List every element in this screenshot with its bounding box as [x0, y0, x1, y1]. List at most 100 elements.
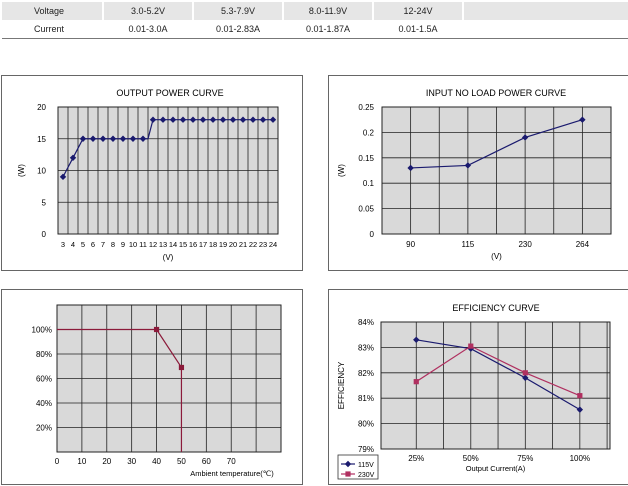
data-point [579, 116, 586, 123]
x-tick-label: 9 [121, 240, 125, 249]
data-point [468, 343, 474, 349]
data-point [249, 116, 257, 123]
series-line [416, 339, 581, 411]
spec-value: 8.0-11.9V [283, 2, 374, 20]
data-point [521, 134, 529, 141]
data-point [199, 116, 207, 123]
spec-value: 5.3-7.9V [193, 2, 284, 20]
y-tick-label: 80% [36, 350, 52, 359]
data-point [344, 460, 352, 468]
spec-row-voltage: Voltage 3.0-5.2V 5.3-7.9V 8.0-11.9V 12-2… [2, 2, 628, 20]
x-tick-label: 5 [81, 240, 85, 249]
series-line [410, 119, 583, 169]
series-line [415, 345, 581, 397]
data-point [522, 370, 528, 376]
data-point [407, 164, 414, 172]
x-tick-label: 90 [406, 240, 415, 249]
input-no-load-panel: INPUT NO LOAD POWER CURVE 0 0.05 0.1 0.15 0.2… [328, 75, 628, 271]
x-axis-label: Output Current(A) [466, 464, 526, 473]
output-power-panel: OUTPUT POWER CURVE 0 5 10 15 20 3 4 5 6 7 8 9 10 11 12 1… [1, 75, 303, 271]
y-tick-label: 15 [37, 135, 46, 144]
x-tick-label: 18 [209, 240, 217, 249]
y-tick-label: 83% [358, 343, 374, 352]
y-tick-label: 79% [358, 445, 374, 454]
spec-label: Current [2, 20, 103, 39]
y-tick-label: 0.05 [358, 205, 374, 214]
data-point [178, 364, 185, 371]
x-tick-label: 10 [77, 457, 86, 466]
spec-row-current: Current 0.01-3.0A 0.01-2.83A 0.01-1.87A … [2, 20, 628, 39]
spec-value: 0.01-1.87A [283, 20, 373, 39]
x-tick-label: 17 [199, 240, 207, 249]
y-tick-label: 0.15 [358, 154, 374, 163]
data-point [153, 326, 160, 333]
legend-box [337, 454, 379, 480]
input-no-load-chart: INPUT NO LOAD POWER CURVE 0 0.05 0.1 0.15 0.2… [337, 88, 612, 261]
y-tick-label: 20 [37, 103, 46, 112]
y-tick-label: 100% [32, 326, 52, 335]
x-tick-label: 24 [269, 240, 277, 249]
y-axis-label: (W) [17, 164, 26, 177]
chart-title: EFFICIENCY CURVE [452, 303, 539, 313]
data-point [169, 116, 177, 123]
y-tick-label: 10 [37, 167, 46, 176]
y-tick-label: 81% [358, 394, 374, 403]
x-tick-label: 100% [570, 454, 590, 463]
x-tick-label: 25% [408, 454, 424, 463]
data-point [413, 336, 420, 343]
data-point [209, 116, 217, 123]
x-tick-label: 70 [227, 457, 236, 466]
spec-value: 0.01-2.83A [193, 20, 283, 39]
legend-label: 230V [358, 472, 375, 479]
x-tick-label: 13 [159, 240, 167, 249]
y-tick-label: 5 [42, 198, 47, 207]
x-tick-label: 19 [219, 240, 227, 249]
data-point [179, 116, 187, 123]
data-point [149, 116, 157, 123]
efficiency-panel: EFFICIENCY CURVE 79% 80% 81% 82% 83% 84% 25% 50%… [328, 289, 628, 485]
data-point [129, 135, 137, 142]
x-tick-label: 50% [463, 454, 479, 463]
x-tick-label: 8 [111, 240, 115, 249]
spec-value: 0.01-1.5A [373, 20, 463, 39]
y-tick-label: 40% [36, 399, 52, 408]
x-tick-label: 230 [518, 240, 532, 249]
x-tick-label: 14 [169, 240, 177, 249]
derating-panel: 20% 40% 60% 80% 100% 0 10 20 30 40 50 60 70 Ambient t… [1, 289, 303, 485]
x-tick-label: 3 [61, 240, 65, 249]
spec-value: 0.01-3.0A [103, 20, 193, 39]
x-tick-label: 10 [129, 240, 137, 249]
y-tick-label: 20% [36, 424, 52, 433]
y-tick-label: 0.1 [363, 179, 375, 188]
x-axis-label: (V) [163, 253, 174, 262]
spec-empty-cell [463, 20, 628, 39]
efficiency-chart: EFFICIENCY CURVE 79% 80% 81% 82% 83% 84% 25% 50%… [337, 303, 611, 480]
data-point [464, 162, 472, 169]
x-axis-label: (V) [491, 252, 502, 261]
data-point [229, 116, 237, 123]
y-tick-label: 0 [370, 230, 375, 239]
data-point [413, 379, 419, 385]
y-tick-label: 0.2 [363, 128, 375, 137]
y-tick-label: 82% [358, 369, 374, 378]
x-tick-label: 50 [177, 457, 186, 466]
y-tick-label: 60% [36, 375, 52, 384]
data-point [239, 116, 247, 123]
x-tick-label: 0 [55, 457, 60, 466]
chart-title: INPUT NO LOAD POWER CURVE [426, 88, 566, 98]
series-line [57, 328, 183, 452]
y-axis-label: EFFICIENCY [337, 361, 346, 409]
x-tick-label: 15 [179, 240, 187, 249]
data-point [259, 116, 267, 123]
x-tick-label: 11 [139, 240, 147, 249]
plot-area [380, 321, 611, 450]
x-tick-label: 7 [101, 240, 105, 249]
y-tick-label: 0.25 [358, 103, 374, 112]
x-tick-label: 20 [229, 240, 237, 249]
x-tick-label: 264 [576, 240, 590, 249]
data-point [189, 116, 197, 123]
x-tick-label: 22 [249, 240, 257, 249]
data-point [59, 173, 67, 181]
x-tick-label: 12 [149, 240, 157, 249]
